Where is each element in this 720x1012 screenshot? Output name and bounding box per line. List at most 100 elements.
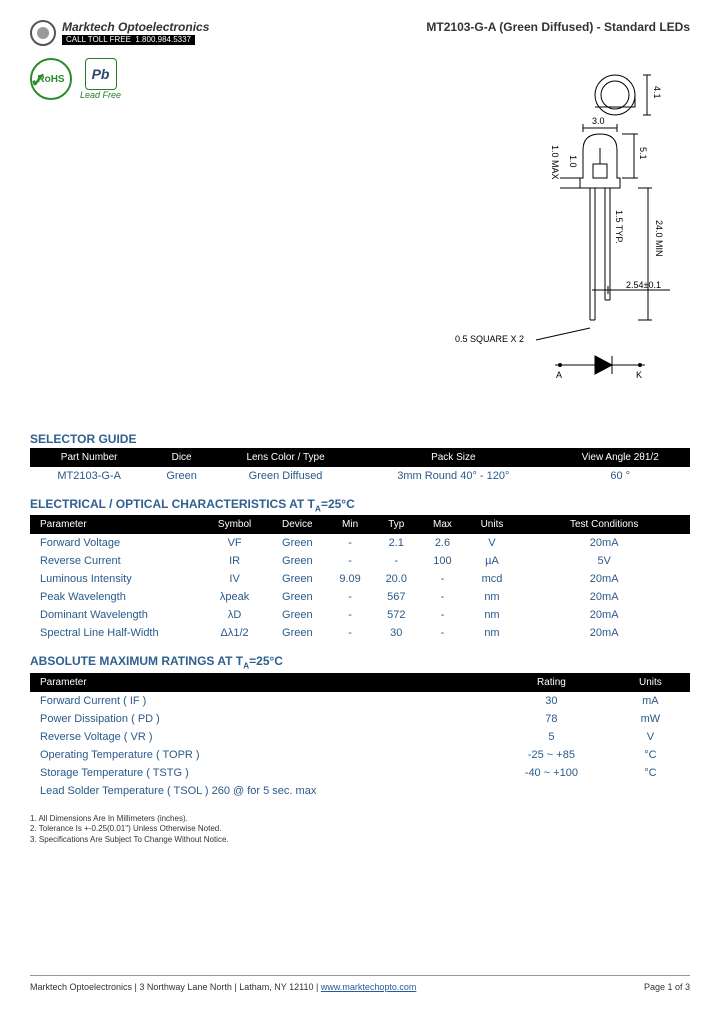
table-cell: nm bbox=[466, 606, 519, 624]
table-cell: - bbox=[327, 606, 373, 624]
table-row: Reverse Voltage ( VR )5V bbox=[30, 728, 690, 746]
table-cell: 5 bbox=[492, 728, 611, 746]
table-cell: IR bbox=[202, 552, 268, 570]
footer-link[interactable]: www.marktechopto.com bbox=[321, 982, 417, 992]
dim-5-1: 5.1 bbox=[638, 147, 648, 160]
table-cell: Forward Voltage bbox=[30, 534, 202, 552]
table-row: Forward VoltageVFGreen-2.12.6V20mA bbox=[30, 534, 690, 552]
table-header: Device bbox=[268, 515, 327, 534]
table-cell: Green bbox=[268, 552, 327, 570]
table-cell: Δλ1/2 bbox=[202, 624, 268, 642]
table-cell: Operating Temperature ( TOPR ) bbox=[30, 746, 492, 764]
table-cell: λpeak bbox=[202, 588, 268, 606]
dim-24-min: 24.0 MIN bbox=[654, 220, 664, 257]
ratings-table: ParameterRatingUnits Forward Current ( I… bbox=[30, 673, 690, 800]
table-cell: - bbox=[373, 552, 419, 570]
table-cell: Reverse Voltage ( VR ) bbox=[30, 728, 492, 746]
table-cell: 20mA bbox=[518, 570, 690, 588]
table-cell: - bbox=[419, 588, 465, 606]
table-cell: 572 bbox=[373, 606, 419, 624]
table-header: Units bbox=[611, 673, 690, 692]
rohs-badge: RoHS bbox=[30, 58, 72, 100]
table-cell: Green Diffused bbox=[215, 467, 356, 485]
table-cell: - bbox=[327, 552, 373, 570]
table-header: Pack Size bbox=[356, 448, 550, 467]
table-cell bbox=[492, 782, 611, 800]
dim-4-1: 4.1 bbox=[652, 86, 662, 99]
table-cell: Spectral Line Half-Width bbox=[30, 624, 202, 642]
table-cell: 78 bbox=[492, 710, 611, 728]
table-cell: °C bbox=[611, 764, 690, 782]
table-cell: 30 bbox=[492, 692, 611, 710]
dim-3-0: 3.0 bbox=[592, 116, 605, 126]
dim-1-0-max: 1.0 MAX bbox=[550, 145, 560, 180]
logo-icon bbox=[30, 20, 56, 46]
footnote-line: 2. Tolerance Is +-0.25(0.01") Unless Oth… bbox=[30, 824, 690, 834]
table-header: Min bbox=[327, 515, 373, 534]
table-cell: Luminous Intensity bbox=[30, 570, 202, 588]
table-cell: - bbox=[419, 606, 465, 624]
table-row: Storage Temperature ( TSTG )-40 ~ +100°C bbox=[30, 764, 690, 782]
table-header: Units bbox=[466, 515, 519, 534]
table-header: Part Number bbox=[30, 448, 148, 467]
table-row: Lead Solder Temperature ( TSOL ) 260 @ f… bbox=[30, 782, 690, 800]
table-cell: 30 bbox=[373, 624, 419, 642]
table-cell: Green bbox=[268, 588, 327, 606]
footnotes: 1. All Dimensions Are In Millimeters (in… bbox=[30, 814, 690, 845]
table-cell: Peak Wavelength bbox=[30, 588, 202, 606]
table-cell: Green bbox=[268, 624, 327, 642]
table-cell: mW bbox=[611, 710, 690, 728]
table-cell: Green bbox=[268, 570, 327, 588]
table-cell: Green bbox=[148, 467, 215, 485]
table-cell: µA bbox=[466, 552, 519, 570]
footnote-line: 1. All Dimensions Are In Millimeters (in… bbox=[30, 814, 690, 824]
dim-1-5-typ: 1.5 TYP. bbox=[614, 210, 624, 244]
table-cell: - bbox=[327, 624, 373, 642]
table-cell: -40 ~ +100 bbox=[492, 764, 611, 782]
table-cell bbox=[611, 782, 690, 800]
dim-1-0: 1.0 bbox=[568, 155, 578, 168]
table-cell: 60 ° bbox=[550, 467, 690, 485]
table-cell: - bbox=[419, 624, 465, 642]
table-cell: Green bbox=[268, 606, 327, 624]
lead-spec: 0.5 SQUARE X 2 bbox=[455, 334, 524, 344]
page-number: Page 1 of 3 bbox=[644, 982, 690, 992]
cathode-label: K bbox=[636, 370, 642, 380]
table-cell: - bbox=[327, 588, 373, 606]
anode-label: A bbox=[556, 370, 562, 380]
electrical-title: ELECTRICAL / OPTICAL CHARACTERISTICS AT … bbox=[30, 497, 690, 513]
footnote-line: 3. Specifications Are Subject To Change … bbox=[30, 835, 690, 845]
table-cell: Forward Current ( IF ) bbox=[30, 692, 492, 710]
table-cell: 20mA bbox=[518, 534, 690, 552]
table-header: Parameter bbox=[30, 673, 492, 692]
table-cell: 9.09 bbox=[327, 570, 373, 588]
table-cell: mA bbox=[611, 692, 690, 710]
document-title: MT2103-G-A (Green Diffused) - Standard L… bbox=[426, 20, 690, 34]
table-header: Lens Color / Type bbox=[215, 448, 356, 467]
table-row: Power Dissipation ( PD )78mW bbox=[30, 710, 690, 728]
table-cell: 2.6 bbox=[419, 534, 465, 552]
header-logos: Marktech Optoelectronics CALL TOLL FREE … bbox=[30, 20, 209, 100]
table-row: Reverse CurrentIRGreen--100µA5V bbox=[30, 552, 690, 570]
company-logo: Marktech Optoelectronics CALL TOLL FREE … bbox=[30, 20, 209, 46]
table-cell: 3mm Round 40° - 120° bbox=[356, 467, 550, 485]
table-cell: MT2103-G-A bbox=[30, 467, 148, 485]
table-cell: Reverse Current bbox=[30, 552, 202, 570]
table-cell: VF bbox=[202, 534, 268, 552]
selector-title: SELECTOR GUIDE bbox=[30, 432, 690, 446]
leadfree-badge: Pb Lead Free bbox=[80, 58, 121, 100]
table-cell: Green bbox=[268, 534, 327, 552]
table-header: View Angle 2θ1/2 bbox=[550, 448, 690, 467]
company-name: Marktech Optoelectronics bbox=[62, 21, 209, 34]
table-cell: 20mA bbox=[518, 606, 690, 624]
table-row: Peak WavelengthλpeakGreen-567-nm20mA bbox=[30, 588, 690, 606]
electrical-table: ParameterSymbolDeviceMinTypMaxUnitsTest … bbox=[30, 515, 690, 642]
table-cell: mcd bbox=[466, 570, 519, 588]
pb-icon: Pb bbox=[85, 58, 117, 90]
table-cell: 2.1 bbox=[373, 534, 419, 552]
table-cell: - bbox=[327, 534, 373, 552]
table-cell: -25 ~ +85 bbox=[492, 746, 611, 764]
table-cell: λD bbox=[202, 606, 268, 624]
table-header: Test Conditions bbox=[518, 515, 690, 534]
table-header: Dice bbox=[148, 448, 215, 467]
